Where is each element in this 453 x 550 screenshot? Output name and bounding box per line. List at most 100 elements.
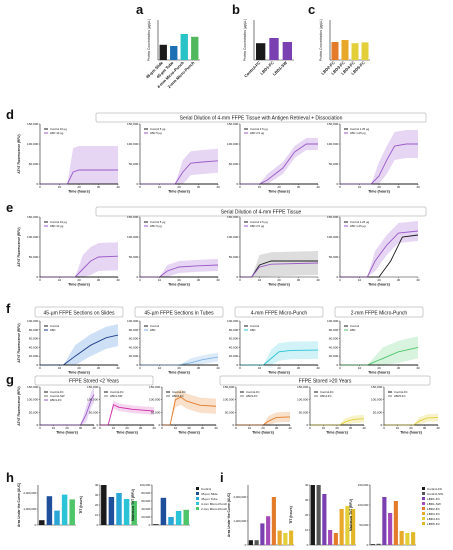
bar bbox=[116, 493, 122, 525]
y-tick-label: 50,000 bbox=[225, 410, 235, 414]
x-tick-label: 20 bbox=[177, 185, 181, 189]
legend-label: Control 5 µg bbox=[150, 220, 166, 224]
x-tick-label: 40 bbox=[316, 278, 320, 282]
panel-label: g bbox=[6, 372, 14, 387]
legend-label: Control-FC bbox=[172, 390, 186, 394]
legend-label: LBD 1.25 µg bbox=[350, 224, 366, 228]
y-tick-label: 0 bbox=[36, 423, 38, 427]
error-band bbox=[40, 242, 118, 277]
legend-label: LBD 10 µg bbox=[50, 131, 64, 135]
y-tick-label: 150,000 bbox=[127, 215, 138, 219]
x-tick-label: 10 bbox=[358, 278, 362, 282]
bar bbox=[310, 485, 315, 545]
y-tick-label: 100,000 bbox=[27, 319, 38, 323]
y-axis-label: Protein Concentration (µg/µL) bbox=[319, 19, 323, 61]
bar bbox=[191, 36, 199, 60]
y-tick-label: 100,000 bbox=[227, 142, 238, 146]
legend-label: Control 10 µg bbox=[50, 220, 67, 224]
y-axis-label: ΔThT Fluorescence (RFU) bbox=[17, 323, 21, 362]
legend-label: Control bbox=[50, 324, 59, 328]
bar bbox=[168, 517, 174, 525]
legend-swatch bbox=[422, 507, 425, 510]
bar bbox=[351, 43, 359, 60]
x-axis-label: Time (hours) bbox=[400, 431, 423, 435]
y-tick-label: 150,000 bbox=[149, 385, 160, 389]
y-tick-label: 30 bbox=[305, 498, 309, 502]
x-tick-label: 10 bbox=[158, 366, 162, 370]
y-tick-label: 100,000 bbox=[327, 142, 338, 146]
x-tick-label: 40 bbox=[216, 278, 220, 282]
y-tick-label: 60,000 bbox=[29, 337, 39, 341]
y-axis-label: ΔThT Fluorescence (RFU) bbox=[17, 134, 21, 173]
legend-swatch bbox=[196, 507, 199, 510]
bar bbox=[333, 533, 338, 545]
error-band bbox=[140, 148, 218, 184]
legend-label: Control-SW bbox=[50, 394, 65, 398]
x-tick-label: 40 bbox=[216, 366, 220, 370]
legend-label: Control 1.25 µg bbox=[350, 220, 370, 224]
subplot-title: 45-µm FFPE Sections on Slides bbox=[44, 311, 115, 317]
y-tick-label: 10 bbox=[95, 513, 99, 517]
y-tick-label: 40,000 bbox=[29, 345, 39, 349]
x-tick-label: 40 bbox=[216, 185, 220, 189]
y-tick-label: 1,000,000 bbox=[23, 507, 36, 511]
y-tick-label: 100,000 bbox=[227, 319, 238, 323]
y-tick-label: 150,000 bbox=[327, 122, 338, 126]
chart-a: Protein Concentration (µg/µL)45-µm Slide… bbox=[145, 19, 200, 89]
y-tick-label: 0 bbox=[35, 523, 37, 527]
x-tick-label: 0 bbox=[235, 426, 237, 430]
x-tick-label: 40 bbox=[92, 426, 96, 430]
x-tick-label: 20 bbox=[277, 366, 281, 370]
legend-label: Control bbox=[150, 324, 159, 328]
legend-label: LBD4-FC bbox=[320, 394, 332, 398]
y-tick-label: 80,000 bbox=[329, 328, 339, 332]
legend-swatch bbox=[422, 522, 425, 525]
bar bbox=[101, 485, 107, 525]
bar bbox=[271, 497, 276, 545]
legend-label: 4-mm Micro-Punch bbox=[201, 502, 227, 506]
panel-label: a bbox=[136, 2, 144, 17]
legend-swatch bbox=[196, 497, 199, 500]
x-tick-label: 40 bbox=[316, 366, 320, 370]
legend-label: 45-µm Slide bbox=[201, 492, 218, 496]
x-tick-label: 30 bbox=[97, 366, 101, 370]
legend-label: Control-FC bbox=[320, 390, 334, 394]
y-axis-label: ΔThT Fluorescence (RFU) bbox=[17, 227, 21, 266]
y-tick-label: 100,000 bbox=[371, 398, 382, 402]
legend-swatch bbox=[422, 502, 425, 505]
y-tick-label: 150,000 bbox=[87, 385, 98, 389]
error-band bbox=[140, 259, 218, 277]
x-tick-label: 20 bbox=[409, 426, 413, 430]
x-tick-label: 30 bbox=[139, 426, 143, 430]
legend-label: Control 2.5 µg bbox=[250, 127, 268, 131]
y-tick-label: 100,000 bbox=[358, 503, 369, 507]
x-tick-label: 0 bbox=[39, 366, 41, 370]
y-tick-label: 0 bbox=[136, 275, 138, 279]
legend-swatch bbox=[422, 497, 425, 500]
bar bbox=[370, 544, 375, 545]
y-axis-label: Protein Concentration (µg/µL) bbox=[243, 19, 247, 61]
bar bbox=[108, 497, 115, 525]
legend-label: Control 1.25 µg bbox=[350, 127, 370, 131]
y-tick-label: 50,000 bbox=[29, 255, 39, 259]
bar bbox=[69, 499, 75, 525]
legend-label: Control 10 µg bbox=[50, 127, 67, 131]
y-tick-label: 50,000 bbox=[229, 255, 239, 259]
y-tick-label: 50,000 bbox=[29, 410, 39, 414]
y-tick-label: 150,000 bbox=[27, 122, 38, 126]
y-tick-label: 150,000 bbox=[227, 122, 238, 126]
legend-swatch bbox=[196, 487, 199, 490]
y-tick-label: 10 bbox=[305, 528, 309, 532]
y-tick-label: 0 bbox=[336, 363, 338, 367]
y-tick-label: 100,000 bbox=[327, 235, 338, 239]
x-tick-label: 20 bbox=[187, 426, 191, 430]
x-tick-label: 0 bbox=[161, 426, 163, 430]
y-tick-label: 100,000 bbox=[27, 142, 38, 146]
y-tick-label: 150,000 bbox=[358, 483, 369, 487]
legend-swatch bbox=[422, 487, 425, 490]
y-tick-label: 0 bbox=[36, 182, 38, 186]
y-axis-label: Maximum ThT (RFU) bbox=[131, 489, 135, 521]
x-tick-label: 30 bbox=[297, 366, 301, 370]
x-tick-label: 40 bbox=[288, 426, 292, 430]
